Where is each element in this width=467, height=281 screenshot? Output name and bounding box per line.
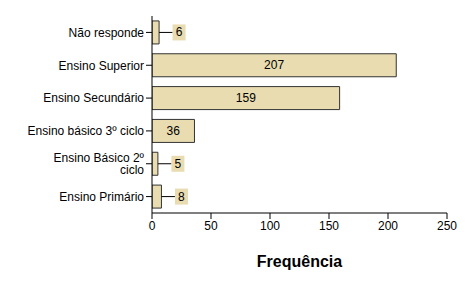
svg-text:Ensino Primário: Ensino Primário: [59, 190, 144, 204]
svg-text:0: 0: [149, 219, 156, 233]
svg-text:Ensino Superior: Ensino Superior: [59, 59, 144, 73]
svg-text:50: 50: [204, 219, 218, 233]
svg-text:200: 200: [378, 219, 398, 233]
svg-text:Ensino Secundário: Ensino Secundário: [43, 91, 144, 105]
svg-text:150: 150: [319, 219, 339, 233]
svg-text:159: 159: [236, 91, 256, 105]
svg-text:36: 36: [167, 124, 181, 138]
svg-text:8: 8: [178, 190, 185, 204]
svg-text:Não responde: Não responde: [69, 26, 145, 40]
svg-text:Frequência: Frequência: [257, 253, 342, 270]
svg-text:6: 6: [176, 25, 183, 39]
svg-text:5: 5: [175, 157, 182, 171]
svg-text:207: 207: [264, 58, 284, 72]
svg-text:Ensino Básico 2ºciclo: Ensino Básico 2ºciclo: [54, 151, 145, 177]
svg-text:250: 250: [437, 219, 457, 233]
svg-text:Ensino básico 3º ciclo: Ensino básico 3º ciclo: [28, 124, 145, 138]
svg-text:100: 100: [260, 219, 280, 233]
